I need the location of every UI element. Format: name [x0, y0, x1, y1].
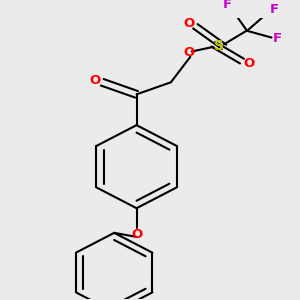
Text: O: O: [89, 74, 100, 87]
Text: O: O: [131, 228, 142, 241]
Text: F: F: [269, 3, 278, 16]
Text: S: S: [214, 39, 224, 52]
Text: F: F: [223, 0, 232, 11]
Text: O: O: [183, 46, 194, 59]
Text: F: F: [273, 32, 282, 45]
Text: O: O: [183, 17, 194, 30]
Text: O: O: [243, 57, 254, 70]
